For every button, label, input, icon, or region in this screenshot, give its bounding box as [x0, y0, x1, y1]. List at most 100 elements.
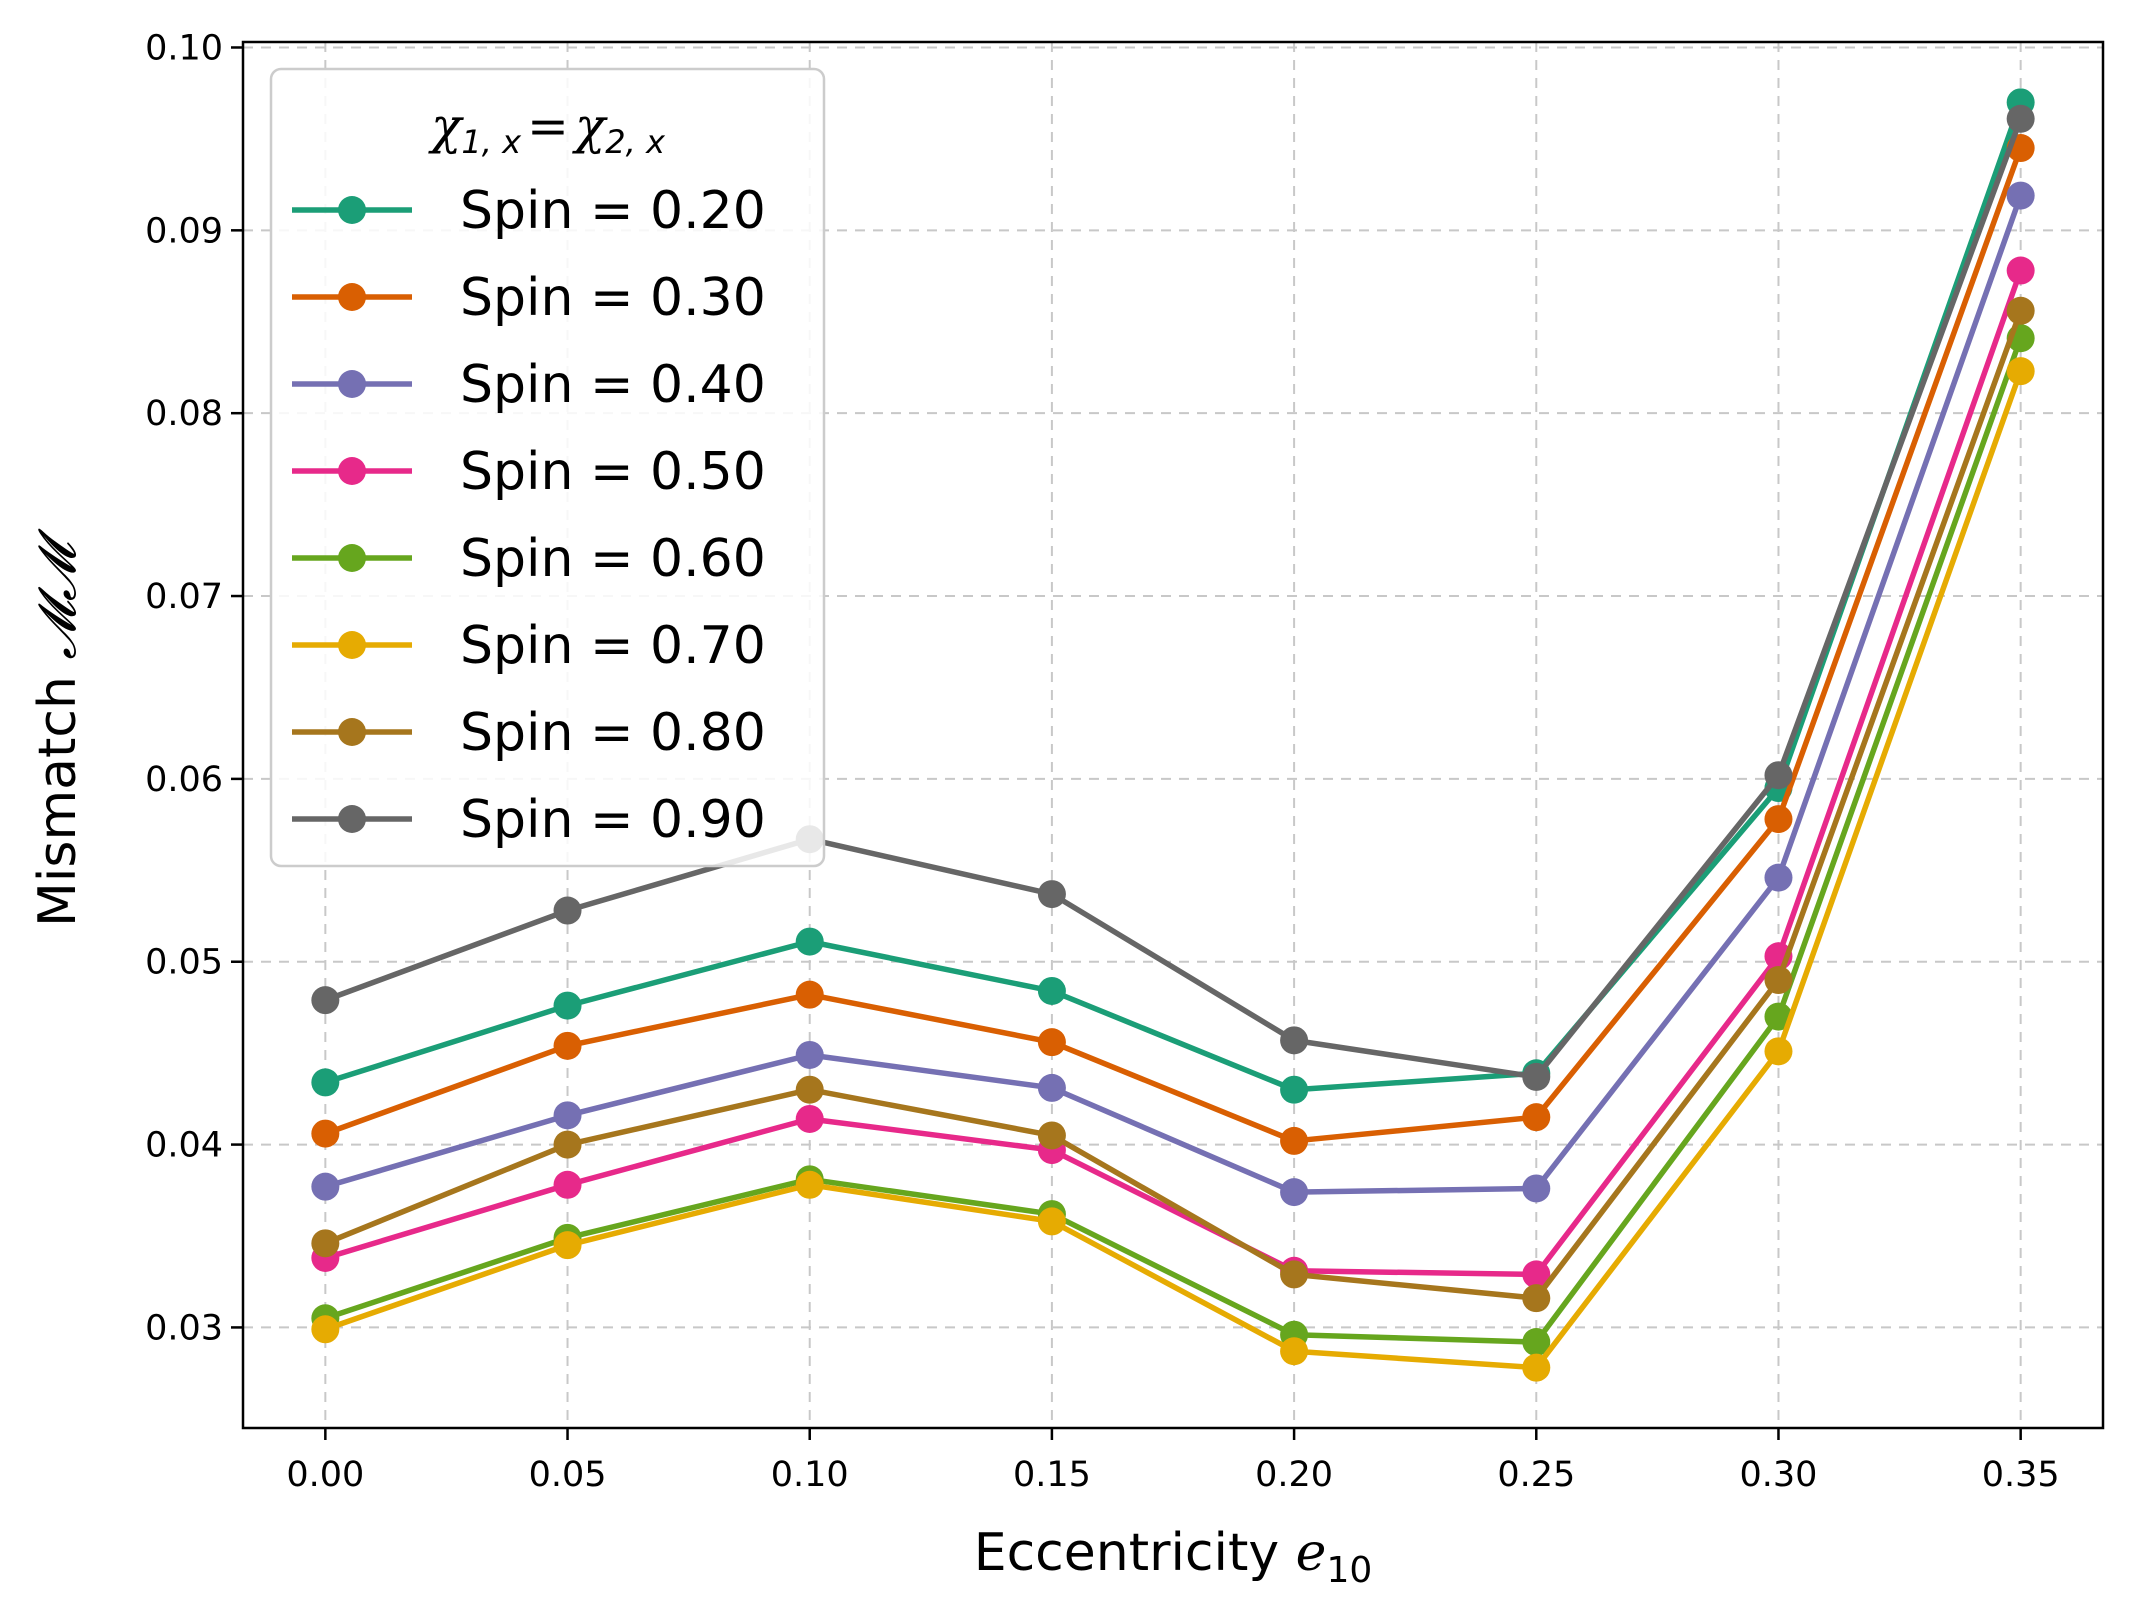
- data-point: [1522, 1103, 1551, 1132]
- y-tick-label: 0.03: [145, 1308, 223, 1348]
- legend-label: Spin = 0.60: [460, 529, 766, 589]
- data-point: [553, 1031, 582, 1060]
- data-point: [1280, 1337, 1309, 1366]
- series-040: [311, 181, 2035, 1207]
- legend-entry: Spin = 0.90: [292, 790, 766, 850]
- data-point: [553, 1130, 582, 1159]
- series-line: [324, 101, 2024, 1093]
- data-point: [1522, 1284, 1551, 1313]
- data-point: [553, 896, 582, 925]
- legend-marker: [338, 457, 366, 485]
- legend-marker: [338, 631, 366, 659]
- data-point: [795, 1104, 824, 1133]
- x-tick-label: 0.25: [1497, 1455, 1575, 1495]
- x-tick-label: 0.05: [529, 1455, 607, 1495]
- legend-entry: Spin = 0.50: [292, 442, 766, 502]
- data-point: [1764, 863, 1793, 892]
- data-point: [311, 986, 340, 1015]
- legend-label: Spin = 0.50: [460, 442, 766, 502]
- series-line: [324, 147, 2024, 1144]
- series-line: [324, 269, 2024, 1278]
- legend-entries: Spin = 0.20 Spin = 0.30 Spin = 0.40 Spin = …: [292, 181, 766, 850]
- x-axis-label: Eccentricity e10: [974, 1523, 1373, 1591]
- data-point: [1764, 761, 1793, 790]
- legend-label: Spin = 0.30: [460, 268, 766, 328]
- data-point: [553, 1231, 582, 1260]
- legend-marker: [338, 283, 366, 311]
- x-tick-label: 0.35: [1982, 1455, 2060, 1495]
- y-tick-label: 0.04: [145, 1126, 223, 1166]
- data-point: [1522, 1174, 1551, 1203]
- data-point: [795, 1075, 824, 1104]
- data-point: [311, 1229, 340, 1258]
- legend-marker: [338, 805, 366, 833]
- legend-marker: [338, 718, 366, 746]
- data-point: [1280, 1260, 1309, 1289]
- legend-title: χ1, x = χ2, x: [428, 97, 666, 161]
- data-point: [1037, 976, 1066, 1005]
- legend-box: [269, 67, 826, 868]
- data-point: [795, 1170, 824, 1199]
- x-tick-label: 0.10: [771, 1455, 849, 1495]
- series-line: [324, 309, 2024, 1301]
- legend-entry: Spin = 0.80: [292, 703, 766, 763]
- data-point: [553, 1101, 582, 1130]
- data-point: [553, 991, 582, 1020]
- series-080: [311, 296, 2035, 1313]
- axis-ticks: 0.00 0.05 0.10 0.15 0.20 0.25 0.30 0.35 0.03 0.04…: [145, 28, 2060, 1495]
- x-tick-label: 0.20: [1255, 1455, 1333, 1495]
- data-point: [2006, 357, 2035, 386]
- data-point: [1522, 1062, 1551, 1091]
- y-tick-label: 0.06: [145, 760, 223, 800]
- data-point: [795, 1040, 824, 1069]
- legend-label: Spin = 0.90: [460, 790, 766, 850]
- legend-marker: [338, 544, 366, 572]
- data-point: [795, 980, 824, 1009]
- data-point: [1037, 1028, 1066, 1057]
- legend-entry: Spin = 0.70: [292, 616, 766, 676]
- data-point: [2006, 181, 2035, 210]
- y-tick-label: 0.07: [145, 577, 223, 617]
- legend-label: Spin = 0.20: [460, 181, 766, 241]
- data-point: [1764, 1037, 1793, 1066]
- legend-marker: [338, 196, 366, 224]
- legend-marker: [338, 370, 366, 398]
- x-tick-label: 0.00: [286, 1455, 364, 1495]
- legend-entry: Spin = 0.40: [292, 355, 766, 415]
- plot-frame: [241, 40, 2105, 1430]
- data-point: [311, 1172, 340, 1201]
- series-line: [324, 194, 2024, 1195]
- y-tick-label: 0.10: [145, 28, 223, 68]
- x-tick-label: 0.15: [1013, 1455, 1091, 1495]
- legend-entry: Spin = 0.20: [292, 181, 766, 241]
- y-tick-label: 0.09: [145, 211, 223, 251]
- data-point: [1764, 966, 1793, 995]
- data-point: [311, 1068, 340, 1097]
- y-axis-label: Mismatch 𝓜𝓜: [28, 528, 88, 927]
- data-point: [1522, 1353, 1551, 1382]
- data-point: [2006, 296, 2035, 325]
- data-point: [795, 927, 824, 956]
- series-line: [324, 117, 2024, 1080]
- data-point: [1522, 1260, 1551, 1289]
- series-030: [311, 134, 2035, 1155]
- data-point: [1280, 1126, 1309, 1155]
- data-point: [553, 1170, 582, 1199]
- data-point: [1037, 1207, 1066, 1236]
- legend-entry: Spin = 0.30: [292, 268, 766, 328]
- y-tick-label: 0.08: [145, 394, 223, 434]
- data-point: [311, 1119, 340, 1148]
- data-point: [1280, 1026, 1309, 1055]
- legend-label: Spin = 0.80: [460, 703, 766, 763]
- data-point: [2006, 256, 2035, 285]
- y-tick-label: 0.05: [145, 943, 223, 983]
- data-point: [1764, 805, 1793, 834]
- data-point: [1037, 1073, 1066, 1102]
- data-point: [1037, 1121, 1066, 1150]
- series-line: [324, 337, 2024, 1345]
- data-point: [311, 1315, 340, 1344]
- series-line: [324, 370, 2024, 1371]
- legend-label: Spin = 0.40: [460, 355, 766, 415]
- data-point: [1522, 1328, 1551, 1357]
